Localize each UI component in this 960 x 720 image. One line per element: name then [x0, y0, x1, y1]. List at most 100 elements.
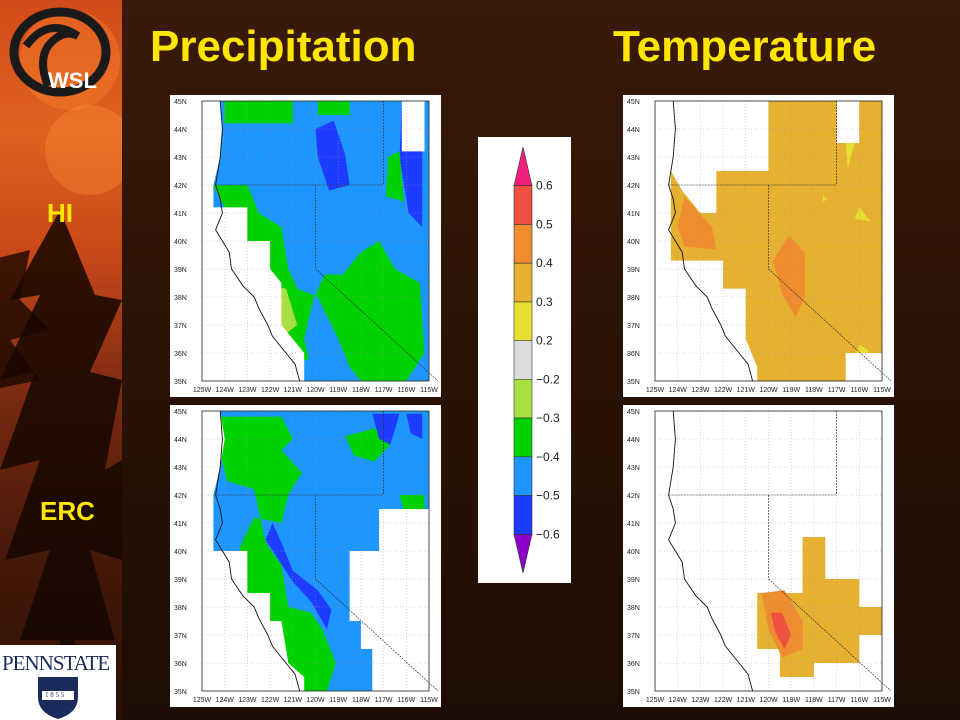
plot-frame	[654, 100, 883, 382]
lat-tick-label: 35N	[174, 689, 187, 696]
state-border	[315, 495, 439, 692]
lon-tick-label: 125W	[193, 387, 212, 394]
legend-label: −0.5	[536, 489, 560, 503]
lon-tick-label: 120W	[759, 387, 778, 394]
contour-region	[213, 185, 425, 381]
temp-erc-map: 45N 44N 43N 42N 41N 40N 39N 38N 37N 36N 35N 125W 124…	[623, 405, 894, 707]
lon-tick-label: 119W	[782, 387, 800, 394]
lon-tick-label: 121W	[737, 387, 756, 394]
lat-tick-label: 35N	[627, 689, 640, 696]
lon-tick-label: 119W	[329, 697, 347, 704]
precipitation-title: Precipitation	[150, 22, 417, 71]
wsl-logo-graphic	[9, 7, 111, 97]
lat-tick-label: 40N	[627, 239, 640, 246]
lat-tick-label: 41N	[627, 211, 640, 218]
contour-region	[385, 151, 404, 202]
legend-swatch	[513, 533, 533, 574]
coastline	[668, 100, 754, 382]
lon-tick-label: 121W	[737, 697, 756, 704]
pennstate-logo: PENNSTATE 1 8 5 5	[0, 645, 116, 720]
plot-frame	[654, 410, 883, 692]
lat-tick-label: 37N	[627, 633, 640, 640]
lat-tick-label: 40N	[627, 549, 640, 556]
lon-tick-label: 116W	[397, 697, 415, 704]
lon-tick-label: 116W	[850, 697, 868, 704]
temp-erc-map-plot: 45N 44N 43N 42N 41N 40N 39N 38N 37N 36N 35N 125W 124…	[627, 409, 892, 704]
legend-swatch	[513, 495, 533, 535]
lon-tick-label: 116W	[397, 387, 415, 394]
color-scale-legend: 0.6 0.5 0.4 0.3 0.2 −0.2 −0.3 −0.4 −0.5 −0.6	[478, 137, 571, 583]
precip-erc-map: 45N 44N 43N 42N 41N 40N 39N 38N 37N 36N 35N 125W 124…	[170, 405, 441, 707]
contour-region	[217, 416, 336, 691]
lat-tick-label: 40N	[174, 549, 187, 556]
tree-silhouette-image	[0, 10, 122, 720]
lat-tick-label: 36N	[627, 661, 640, 668]
lat-tick-label: 45N	[174, 409, 187, 416]
pennstate-shield-icon	[38, 677, 78, 719]
lon-tick-label: 124W	[669, 387, 688, 394]
legend-swatch	[513, 146, 533, 187]
legend-swatch	[513, 262, 533, 303]
pennstate-wordmark: PENNSTATE	[2, 651, 110, 675]
lat-tick-label: 43N	[174, 465, 187, 472]
lat-tick-label: 42N	[174, 183, 187, 190]
lon-tick-label: 115W	[420, 697, 438, 704]
masked-region	[655, 101, 769, 381]
contour-region	[773, 235, 805, 317]
legend-label: −0.4	[536, 450, 560, 464]
masked-region	[401, 101, 425, 152]
contour-region	[224, 101, 293, 124]
lat-tick-label: 37N	[174, 633, 187, 640]
legend-swatch	[513, 379, 533, 419]
contour-region	[372, 413, 400, 445]
lon-tick-label: 118W	[352, 697, 370, 704]
contour-region	[854, 207, 871, 222]
lat-tick-label: 36N	[174, 351, 187, 358]
lat-tick-label: 39N	[627, 267, 640, 274]
lat-tick-label: 35N	[627, 379, 640, 386]
lon-tick-label: 119W	[782, 697, 800, 704]
temperature-title: Temperature	[613, 22, 877, 71]
legend-swatch	[513, 340, 533, 380]
legend-swatch	[513, 185, 533, 225]
lon-tick-label: 122W	[261, 387, 280, 394]
erc-row-label: ERC	[40, 496, 95, 526]
contour-region	[406, 413, 423, 439]
lat-tick-label: 44N	[627, 437, 640, 444]
lon-tick-label: 124W	[216, 387, 235, 394]
lon-tick-label: 118W	[805, 387, 823, 394]
masked-region	[202, 411, 305, 691]
contour-region	[845, 143, 855, 169]
lat-tick-label: 37N	[627, 323, 640, 330]
legend-label: 0.3	[536, 295, 553, 309]
legend-swatch	[513, 456, 533, 496]
wsl-logo: WSL	[8, 6, 114, 98]
legend-swatch	[513, 224, 533, 264]
hi-row-label: HI	[47, 198, 73, 228]
lon-tick-label: 123W	[691, 697, 710, 704]
contour-region	[315, 120, 350, 191]
legend-label: −0.2	[536, 372, 560, 386]
lon-tick-label: 123W	[691, 387, 710, 394]
masked-region	[836, 101, 860, 143]
coastline	[215, 410, 301, 692]
contour-region	[677, 196, 717, 250]
legend-label: −0.3	[536, 411, 560, 425]
lon-tick-label: 117W	[375, 387, 393, 394]
lon-tick-label: 121W	[284, 697, 303, 704]
masked-region	[349, 509, 429, 691]
lon-tick-label: 122W	[261, 697, 280, 704]
plot-frame	[201, 410, 430, 692]
lon-tick-label: 125W	[193, 697, 212, 704]
lat-tick-label: 39N	[627, 577, 640, 584]
state-border	[315, 185, 439, 382]
lat-tick-label: 39N	[174, 267, 187, 274]
lon-tick-label: 115W	[873, 387, 891, 394]
precip-hi-map-plot: 45N 44N 43N 42N 41N 40N 39N 38N 37N 36N 35N 125W 124…	[174, 99, 439, 394]
legend-swatch	[513, 417, 533, 458]
legend-label: 0.2	[536, 334, 553, 348]
pennstate-year: 1 8 5 5	[45, 691, 65, 699]
lon-tick-label: 118W	[352, 387, 370, 394]
legend-colorbar: 0.6 0.5 0.4 0.3 0.2 −0.2 −0.3 −0.4 −0.5 −0.6	[513, 146, 560, 574]
lat-tick-label: 44N	[174, 127, 187, 134]
